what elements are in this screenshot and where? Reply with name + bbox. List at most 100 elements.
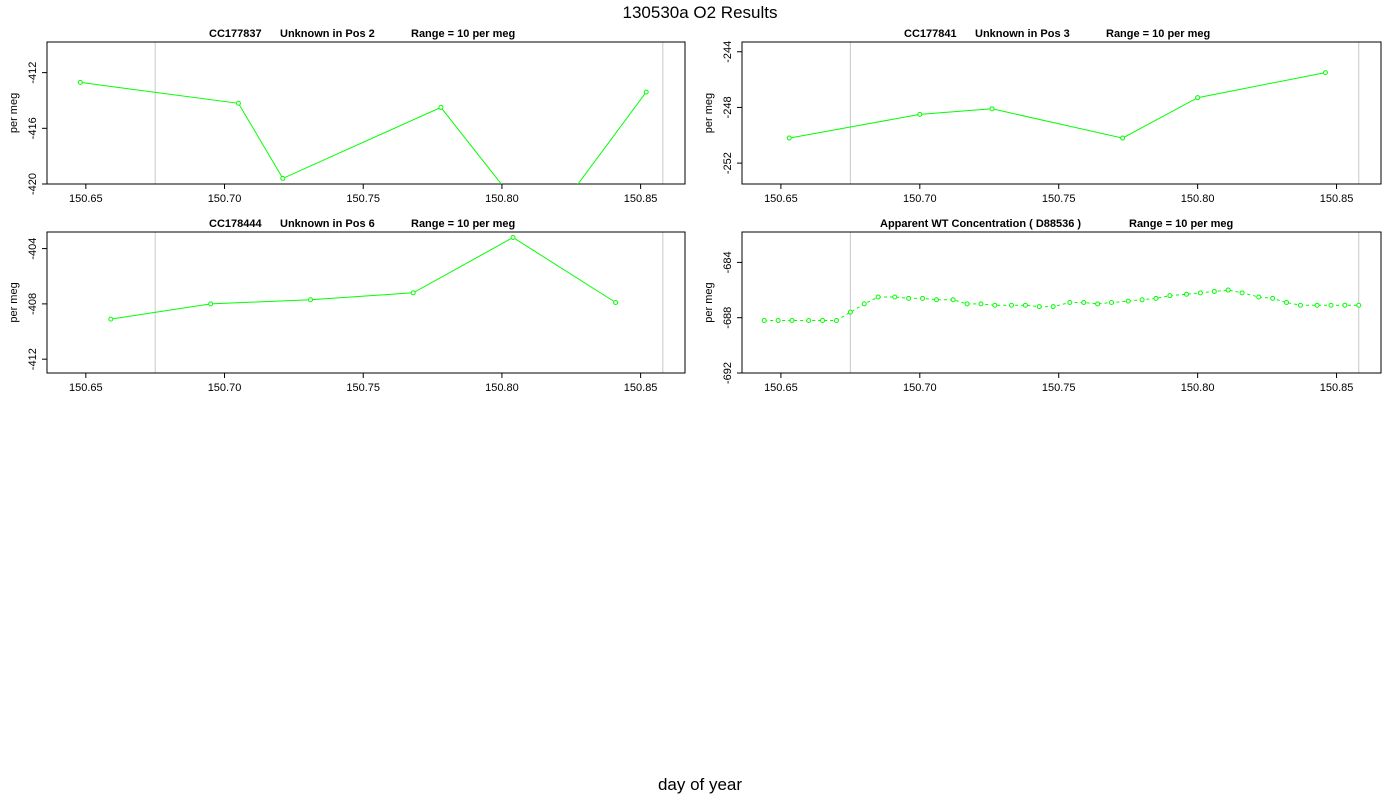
data-point	[950, 297, 956, 303]
x-tick-label: 150.65	[764, 382, 798, 394]
data-point	[1120, 135, 1126, 141]
data-point	[1008, 302, 1014, 308]
data-point	[308, 297, 314, 303]
x-tick-label: 150.65	[69, 193, 103, 205]
data-point	[1270, 295, 1276, 301]
chart-panel-3: 150.65 150.70 150.75 150.80 150.85 -404 -408 -4…	[8, 218, 686, 394]
data-point	[1022, 302, 1028, 308]
x-tick-label: 150.85	[624, 193, 658, 205]
series-group	[108, 235, 619, 322]
panel-title-part: Range = 10 per meg	[411, 28, 515, 40]
data-point	[1328, 302, 1334, 308]
data-point	[1197, 290, 1203, 296]
data-point	[920, 295, 926, 301]
series-group	[77, 79, 649, 236]
data-point	[1184, 291, 1190, 297]
panel-title-part: Range = 10 per meg	[1129, 218, 1233, 230]
x-tick-label: 150.85	[624, 382, 658, 394]
plot-frame	[741, 41, 1382, 185]
y-axis-label: per meg	[8, 282, 20, 322]
x-tick-label: 150.80	[485, 193, 519, 205]
data-point	[917, 111, 923, 117]
figure-title: 130530a O2 Results	[622, 3, 778, 22]
x-tick-label: 150.75	[1042, 193, 1076, 205]
x-tick-label: 150.75	[346, 382, 380, 394]
data-point	[510, 235, 516, 241]
data-point	[989, 106, 995, 112]
data-point	[978, 301, 984, 307]
data-point	[1356, 302, 1362, 308]
data-point	[208, 301, 214, 307]
series-line	[110, 236, 616, 320]
data-point	[964, 301, 970, 307]
panel-title-part: CC177837	[209, 28, 262, 40]
data-point	[847, 309, 853, 315]
data-point	[539, 232, 543, 236]
chart-panel-2: 150.65 150.70 150.75 150.80 150.85 -244 -248 -2…	[703, 28, 1382, 205]
data-point	[1239, 290, 1245, 296]
data-point	[906, 295, 912, 301]
data-point	[875, 294, 881, 300]
panel-title-part: Unknown in Pos 2	[280, 28, 375, 40]
x-tick-label: 150.80	[1181, 193, 1215, 205]
data-point	[1050, 304, 1056, 310]
x-tick-label: 150.80	[485, 382, 519, 394]
data-point	[613, 300, 619, 305]
data-point	[1297, 302, 1303, 308]
y-tick-label: -692	[722, 362, 734, 384]
panel-title-part: Apparent WT Concentration ( D88536 )	[880, 218, 1081, 230]
chart-panel-4: 150.65 150.70 150.75 150.80 150.85 -684 -688 -6…	[703, 218, 1382, 394]
data-point	[77, 79, 83, 85]
data-point	[410, 290, 416, 296]
data-point	[892, 294, 898, 300]
y-tick-label: -412	[27, 348, 39, 370]
x-tick-label: 150.65	[764, 193, 798, 205]
series-line	[789, 72, 1326, 139]
plot-frame	[741, 231, 1382, 374]
data-point	[1081, 300, 1087, 305]
data-point	[1125, 298, 1131, 304]
panel-title-part: Unknown in Pos 6	[280, 218, 375, 230]
y-tick-label: -688	[722, 307, 734, 329]
data-point	[1036, 304, 1042, 310]
y-axis-label: per meg	[703, 282, 715, 322]
data-point	[1153, 295, 1159, 301]
data-point	[1256, 294, 1262, 300]
y-tick-label: -244	[722, 41, 734, 63]
series-line	[764, 289, 1359, 321]
data-point	[933, 297, 939, 303]
series-line	[80, 81, 647, 184]
y-tick-label: -252	[722, 152, 734, 174]
x-axis-label: day of year	[657, 775, 743, 794]
data-point	[1225, 287, 1231, 293]
data-point	[1067, 300, 1073, 305]
x-tick-label: 150.70	[208, 382, 242, 394]
data-point	[1322, 70, 1328, 76]
data-point	[789, 317, 795, 323]
y-axis-label: per meg	[8, 93, 20, 133]
data-point	[108, 316, 114, 322]
data-point	[1195, 95, 1201, 101]
data-point	[775, 317, 781, 323]
series-group	[786, 70, 1328, 141]
data-point	[1211, 288, 1217, 294]
data-point	[786, 135, 792, 141]
data-point	[1314, 302, 1320, 308]
data-point	[1095, 301, 1101, 307]
data-point	[1284, 300, 1290, 305]
data-point	[820, 317, 826, 323]
y-tick-label: -420	[27, 173, 39, 195]
y-axis-label: per meg	[703, 93, 715, 133]
panel-title-part: CC178444	[209, 218, 262, 230]
y-tick-label: -412	[27, 62, 39, 84]
panel-title-part: Range = 10 per meg	[1106, 28, 1210, 40]
x-tick-label: 150.75	[1042, 382, 1076, 394]
x-tick-label: 150.85	[1320, 382, 1354, 394]
plot-frame	[46, 231, 686, 374]
data-point	[861, 301, 867, 307]
panel-title-part: CC177841	[904, 28, 957, 40]
panel-title-part: Unknown in Pos 3	[975, 28, 1070, 40]
y-tick-label: -404	[27, 238, 39, 260]
x-tick-label: 150.75	[346, 193, 380, 205]
